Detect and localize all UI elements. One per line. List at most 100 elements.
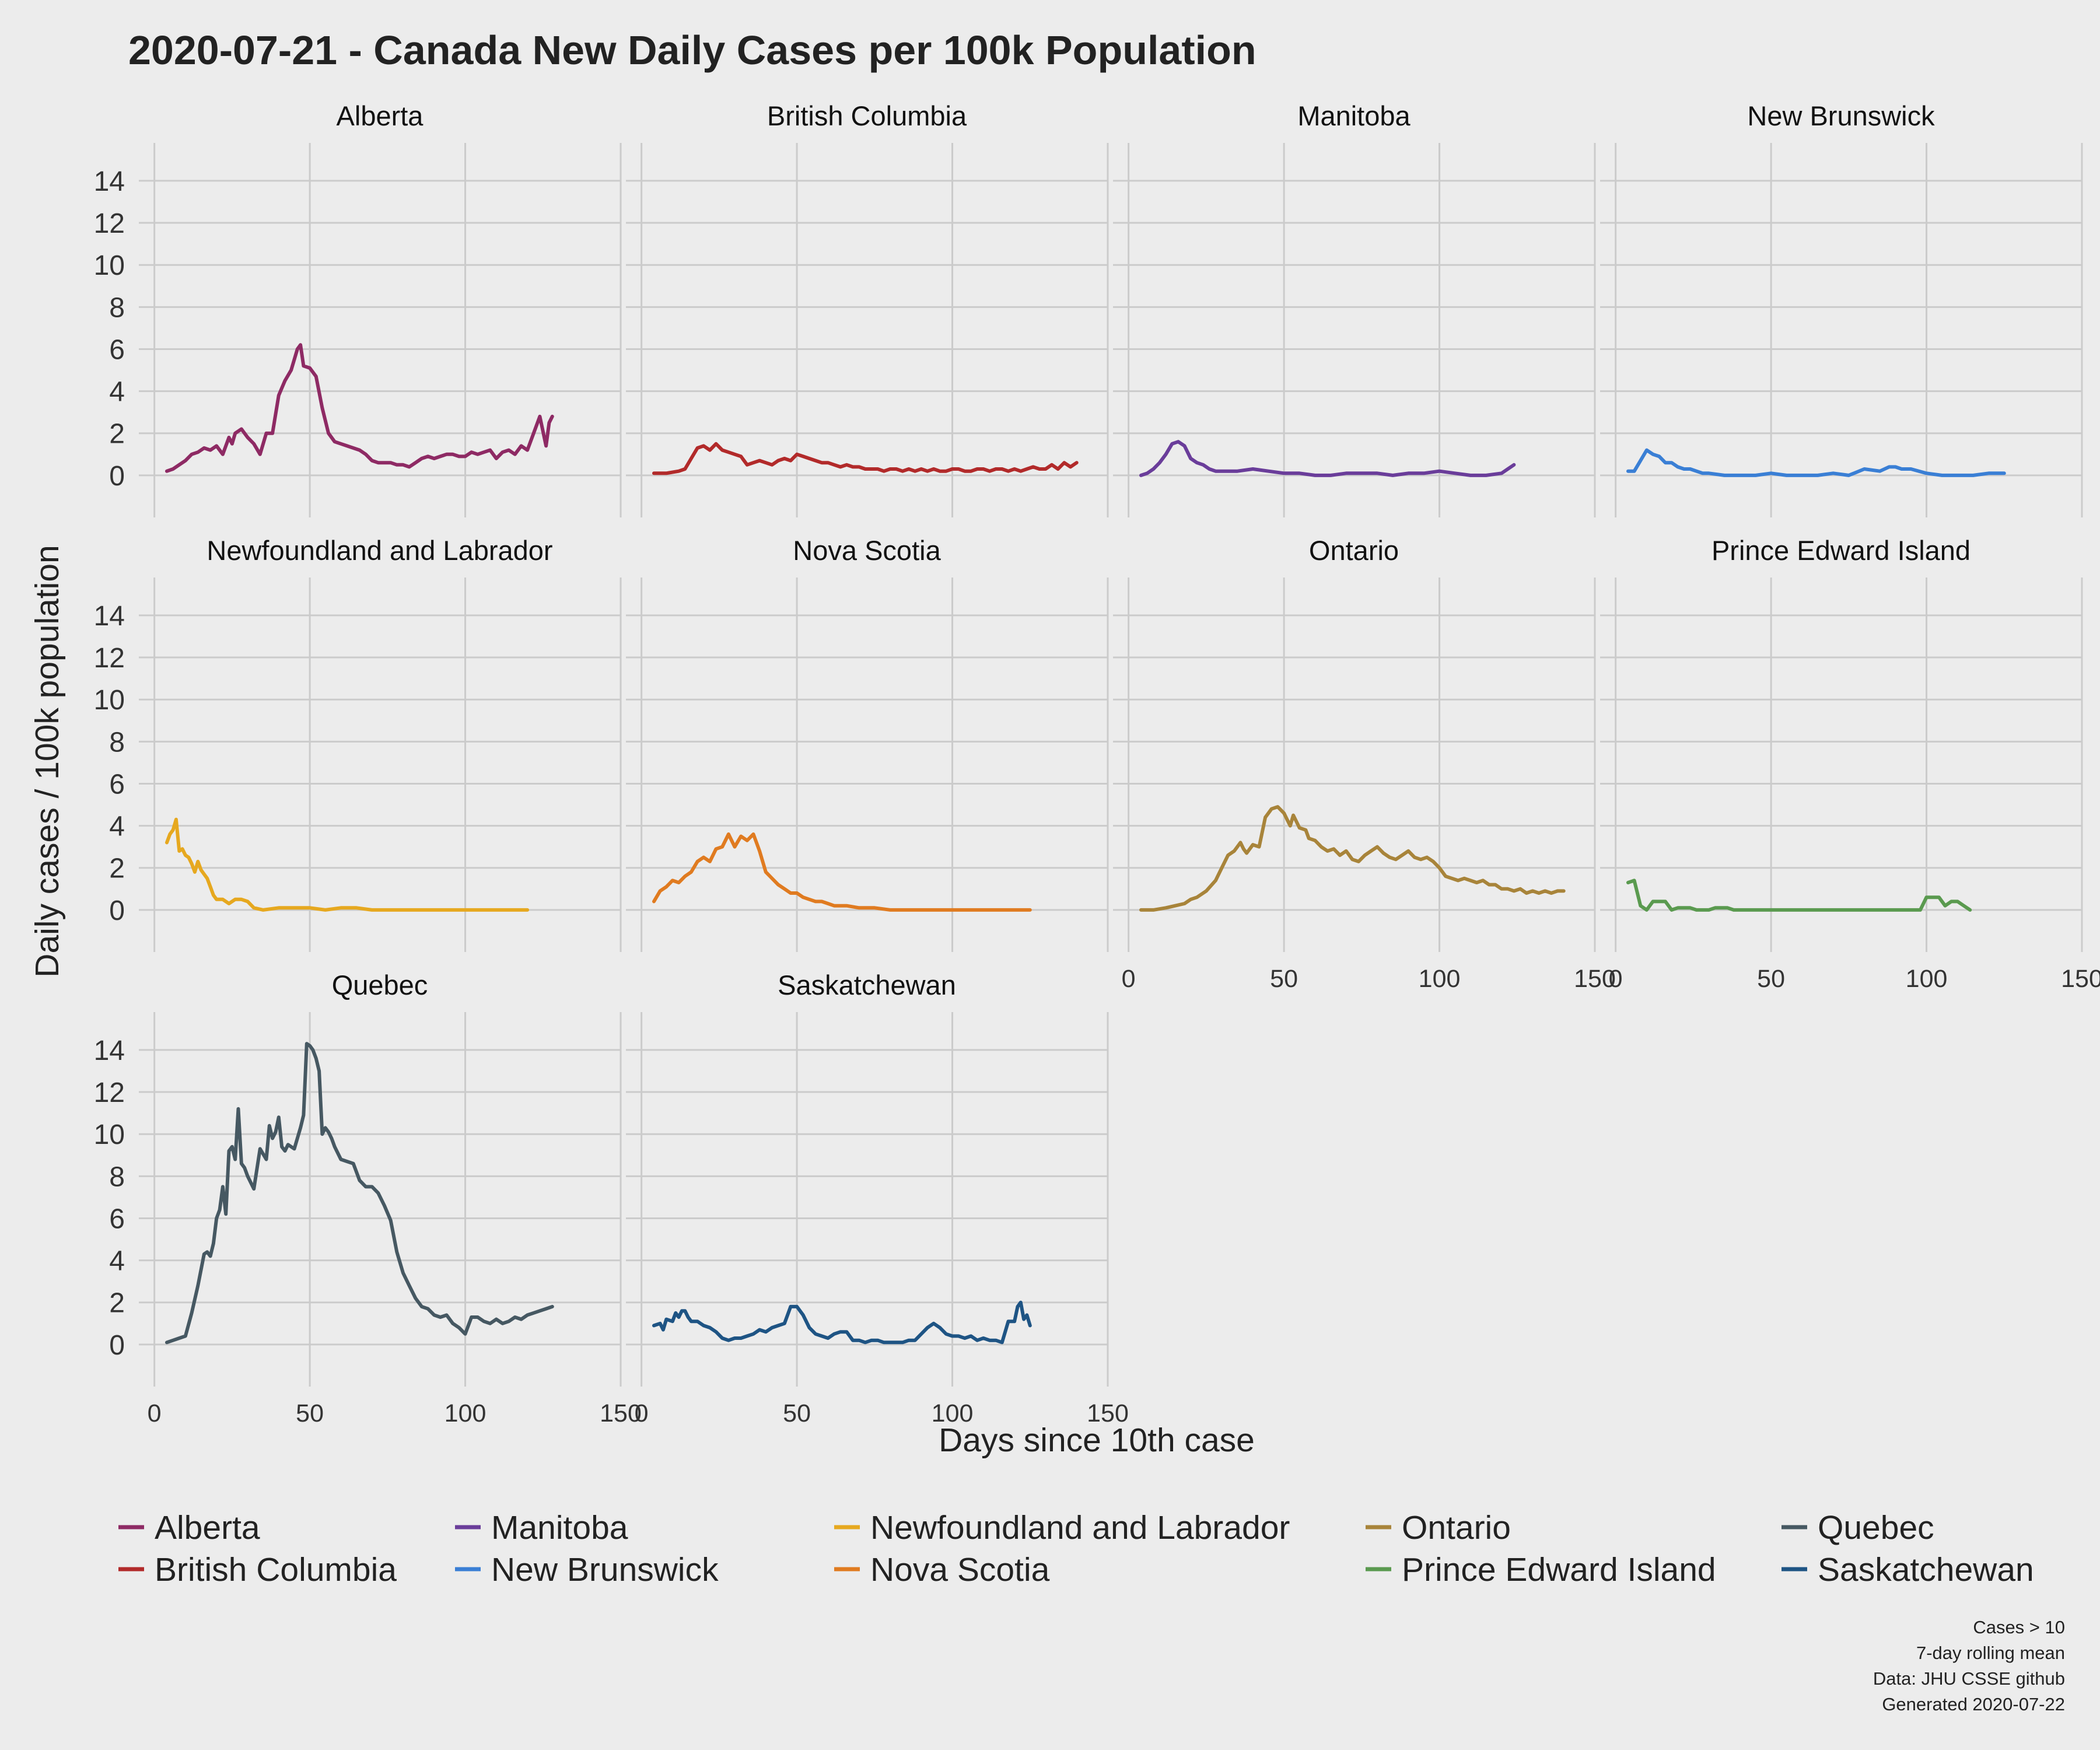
series-line (1139, 805, 1566, 912)
caption: Cases > 10 7-day rolling mean Data: JHU … (1873, 1615, 2065, 1717)
series-line (652, 1300, 1032, 1345)
y-tick-label: 6 (109, 769, 125, 800)
x-tick-label: 0 (148, 1399, 162, 1427)
y-tick-label: 14 (94, 1035, 125, 1066)
legend-label: Nova Scotia (870, 1551, 1050, 1588)
series-line (165, 343, 554, 473)
series-line (1139, 440, 1516, 477)
facet-title: British Columbia (767, 100, 967, 131)
x-tick-label: 100 (1419, 965, 1461, 993)
legend-label: Prince Edward Island (1402, 1551, 1716, 1588)
legend-item: Prince Edward Island (1366, 1551, 1716, 1588)
facet-panel: Prince Edward Island 0 50 100 150 (1600, 535, 2100, 993)
legend-item: British Columbia (118, 1551, 397, 1588)
y-tick-label: 10 (94, 1119, 125, 1150)
caption-line: Generated 2020-07-22 (1882, 1694, 2065, 1715)
y-tick-label: 14 (94, 166, 125, 197)
y-tick-label: 10 (94, 250, 125, 281)
y-tick-label: 6 (109, 1203, 125, 1234)
y-tick-label: 10 (94, 685, 125, 716)
y-tick-label: 8 (109, 292, 125, 323)
legend-item: Manitoba (455, 1509, 628, 1546)
legend-item: Alberta (118, 1509, 260, 1546)
y-tick-label: 2 (109, 419, 125, 450)
x-tick-label: 100 (1906, 965, 1948, 993)
facet-title: Alberta (337, 100, 424, 131)
y-tick-label: 4 (109, 377, 125, 408)
x-tick-label: 0 (635, 1399, 649, 1427)
caption-line: 7-day rolling mean (1916, 1643, 2065, 1664)
series-line (165, 1042, 554, 1345)
legend-label: Manitoba (491, 1509, 628, 1546)
facet-panel: Nova Scotia (626, 535, 1109, 952)
facet-title: Prince Edward Island (1712, 535, 1971, 566)
legend-label: New Brunswick (491, 1551, 719, 1588)
x-tick-label: 150 (2061, 965, 2100, 993)
legend-label: Quebec (1818, 1509, 1934, 1546)
legend-item: Quebec (1782, 1509, 1934, 1546)
y-tick-label: 12 (94, 1077, 125, 1108)
x-tick-label: 150 (1087, 1399, 1129, 1427)
facet-title: Newfoundland and Labrador (206, 535, 552, 566)
facet-panel: Manitoba (1113, 100, 1596, 517)
y-tick-label: 0 (109, 895, 125, 926)
series-line (1626, 878, 1972, 912)
legend-item: Nova Scotia (834, 1551, 1050, 1588)
x-tick-label: 50 (783, 1399, 811, 1427)
facet-panels: Alberta 0 2 4 6 8 10 12 14 British Columbia Manito… (94, 100, 2100, 1427)
y-tick-label: 4 (109, 1246, 125, 1277)
legend-label: Saskatchewan (1818, 1551, 2034, 1588)
legend-label: Alberta (155, 1509, 260, 1546)
caption-line: Data: JHU CSSE github (1873, 1668, 2065, 1689)
y-tick-label: 4 (109, 811, 125, 842)
x-tick-label: 50 (1270, 965, 1298, 993)
y-tick-label: 12 (94, 208, 125, 239)
x-tick-label: 150 (600, 1399, 642, 1427)
x-tick-label: 100 (444, 1399, 487, 1427)
chart-title: 2020-07-21 - Canada New Daily Cases per … (128, 27, 1256, 73)
y-axis-title: Daily cases / 100k population (29, 545, 66, 977)
y-tick-label: 0 (109, 1330, 125, 1361)
series-line (165, 817, 530, 912)
y-tick-label: 0 (109, 461, 125, 492)
series-line (652, 832, 1032, 912)
facet-title: Manitoba (1297, 100, 1410, 131)
legend-label: Newfoundland and Labrador (870, 1509, 1290, 1546)
facet-panel: British Columbia (626, 100, 1109, 517)
facet-panel: New Brunswick (1600, 100, 2083, 517)
y-tick-label: 8 (109, 1161, 125, 1192)
y-tick-label: 6 (109, 334, 125, 365)
x-tick-label: 150 (1574, 965, 1616, 993)
y-tick-label: 2 (109, 1288, 125, 1319)
facet-panel: Newfoundland and Labrador 0 2 4 6 8 10 12 14 (94, 535, 622, 952)
series-line (1626, 448, 2006, 477)
x-axis-title: Days since 10th case (939, 1422, 1255, 1459)
facet-panel: Ontario 0 50 100 150 (1113, 535, 1616, 993)
facet-panel: Quebec 0 2 4 6 8 10 12 14 0 50 100 150 (94, 970, 642, 1427)
facet-title: New Brunswick (1747, 100, 1935, 131)
legend-item: New Brunswick (455, 1551, 719, 1588)
legend-item: Ontario (1366, 1509, 1511, 1546)
legend-item: Newfoundland and Labrador (834, 1509, 1290, 1546)
x-tick-label: 0 (1122, 965, 1136, 993)
x-tick-label: 50 (296, 1399, 324, 1427)
x-tick-label: 0 (1609, 965, 1623, 993)
x-tick-label: 100 (932, 1399, 974, 1427)
facet-title: Ontario (1309, 535, 1399, 566)
y-tick-label: 12 (94, 643, 125, 674)
facet-panel: Alberta 0 2 4 6 8 10 12 14 (94, 100, 622, 517)
facet-title: Nova Scotia (793, 535, 941, 566)
caption-line: Cases > 10 (1973, 1617, 2065, 1637)
legend-item: Saskatchewan (1782, 1551, 2034, 1588)
legend: Alberta British Columbia Manitoba New Bruns… (118, 1509, 2034, 1588)
legend-label: British Columbia (155, 1551, 397, 1588)
y-tick-label: 8 (109, 727, 125, 758)
series-line (652, 442, 1079, 475)
y-tick-label: 2 (109, 853, 125, 884)
facet-title: Quebec (332, 970, 428, 1000)
facet-panel: Saskatchewan 0 50 100 150 (626, 970, 1129, 1427)
x-tick-label: 50 (1757, 965, 1785, 993)
legend-label: Ontario (1402, 1509, 1511, 1546)
